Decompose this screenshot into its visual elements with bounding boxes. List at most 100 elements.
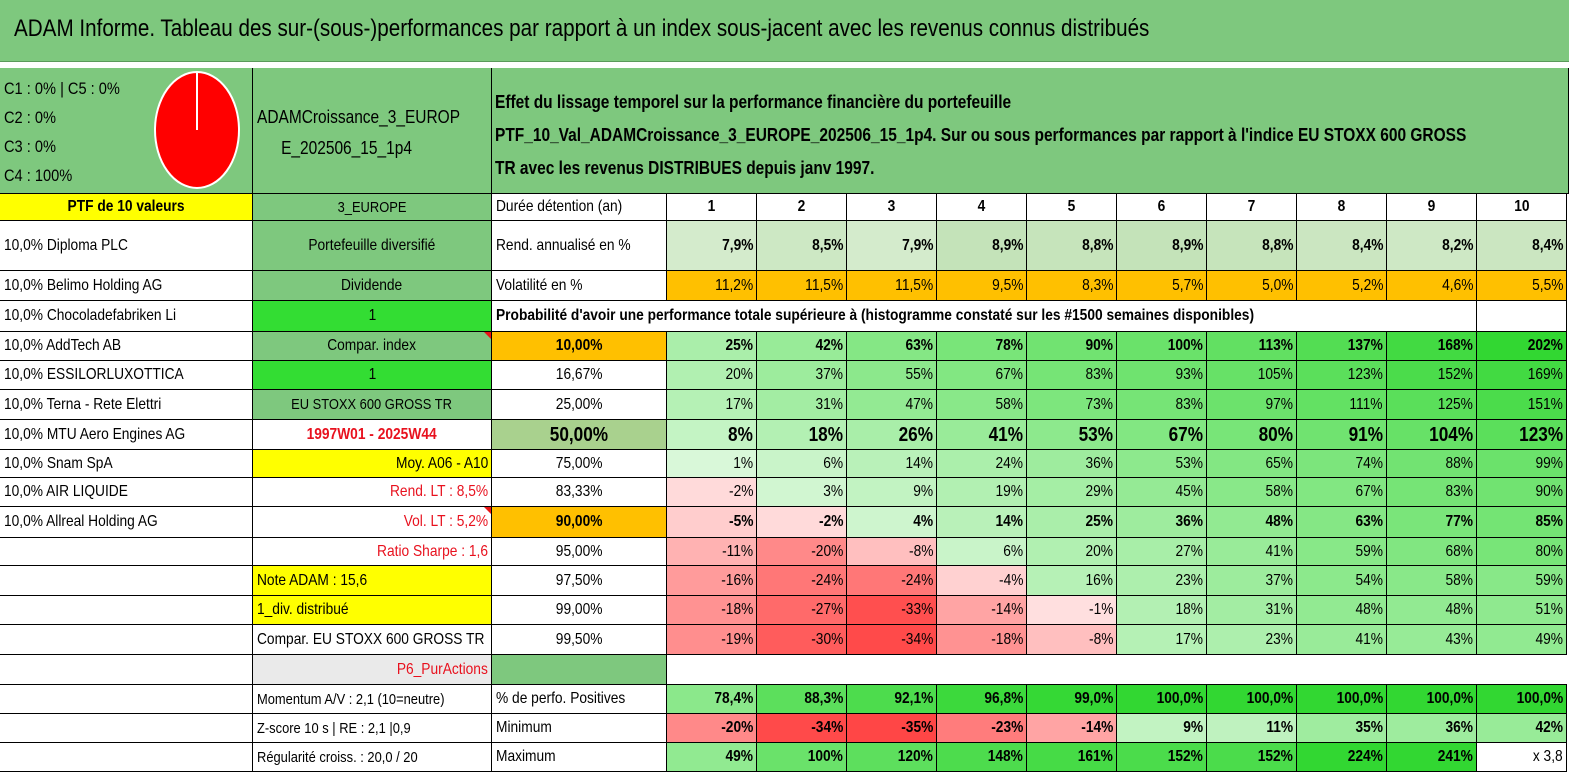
empty-cell <box>0 596 253 625</box>
year-header-text: 1 <box>707 198 716 215</box>
prob-value: 31% <box>757 390 847 420</box>
pos-value-text: 96,8% <box>983 690 1023 707</box>
empty-cell <box>0 625 253 655</box>
info-cell-text: Note ADAM : 15,6 <box>257 571 368 589</box>
prob-value-text: 9% <box>913 483 933 500</box>
info-cell: 3_EUROPE <box>253 194 492 221</box>
info-cell: 1 <box>253 301 492 332</box>
prob-value: 93% <box>1117 361 1207 390</box>
info-cell-text: Régularité croiss. : 20,0 / 20 <box>257 748 418 766</box>
min-label-text: Minimum <box>496 719 552 736</box>
prob-threshold-text: 99,00% <box>555 601 603 618</box>
prob-value: -8% <box>1027 625 1117 655</box>
prob-value: 68% <box>1387 538 1477 566</box>
prob-value-text: -8% <box>908 542 933 560</box>
prob-value-text: 25% <box>725 337 753 354</box>
vol-value: 4,6% <box>1387 271 1477 301</box>
rend-value: 8,2% <box>1387 221 1477 271</box>
pie-legend-item: C1 : 0% | C5 : 0% <box>4 79 120 98</box>
prob-value-text: 36% <box>1085 454 1113 472</box>
prob-value-text: 27% <box>1175 542 1203 560</box>
info-cell-text: Compar. index <box>327 337 417 354</box>
holding-row-text: 10,0% Allreal Holding AG <box>4 513 158 530</box>
prob-value-text: 123% <box>1519 423 1563 446</box>
vol-value-text: 5,7% <box>1171 276 1203 294</box>
prob-value: -24% <box>847 566 937 596</box>
max-value-text: 49% <box>725 748 753 765</box>
rend-value: 8,9% <box>1117 221 1207 271</box>
info-cell-text: Ratio Sharpe : 1,6 <box>377 542 488 560</box>
prob-value: 43% <box>1387 625 1477 655</box>
prob-value: 14% <box>937 507 1027 538</box>
prob-value-text: 65% <box>1265 454 1293 472</box>
holding-row: 10,0% AIR LIQUIDE <box>0 478 253 507</box>
pos-value-text: 100,0% <box>1516 690 1563 707</box>
holding-row-text: 10,0% Belimo Holding AG <box>4 276 163 294</box>
empty-cell <box>0 655 253 685</box>
prob-value: 104% <box>1387 420 1477 450</box>
max-value-text: 224% <box>1347 748 1383 765</box>
prob-value: 63% <box>847 332 937 361</box>
prob-value: -2% <box>667 478 757 507</box>
prob-value-text: 85% <box>1535 513 1563 530</box>
prob-value-text: 58% <box>1445 571 1473 589</box>
prob-value-text: 55% <box>905 366 933 383</box>
pos-value: 100,0% <box>1207 685 1297 714</box>
prob-threshold: 75,00% <box>492 450 667 478</box>
prob-value: 23% <box>1207 625 1297 655</box>
max-value-text: 100% <box>807 748 843 765</box>
prob-value-text: 91% <box>1348 423 1383 446</box>
prob-threshold-text: 99,50% <box>555 630 603 648</box>
year-header-text: 5 <box>1067 198 1076 215</box>
prob-value: 54% <box>1297 566 1387 596</box>
prob-value-text: 111% <box>1349 395 1383 413</box>
prob-value: 1% <box>667 450 757 478</box>
holding-row: 10,0% Snam SpA <box>0 450 253 478</box>
prob-value-text: 20% <box>1085 542 1113 560</box>
empty-cell <box>0 714 253 743</box>
prob-value: 105% <box>1207 361 1297 390</box>
pos-value: 99,0% <box>1027 685 1117 714</box>
prob-value-text: 23% <box>1265 630 1293 648</box>
max-value: 152% <box>1117 743 1207 772</box>
prob-threshold: 99,00% <box>492 596 667 625</box>
rend-value-text: 8,5% <box>811 236 843 254</box>
prob-value-text: 78% <box>995 337 1023 354</box>
prob-value: 41% <box>937 420 1027 450</box>
prob-value: 25% <box>667 332 757 361</box>
prob-value-text: -2% <box>818 513 843 530</box>
holding-row: 10,0% Allreal Holding AG <box>0 507 253 538</box>
vol-value-text: 11,5% <box>804 276 843 294</box>
pos-value-text: 100,0% <box>1426 690 1473 707</box>
prob-value-text: -16% <box>720 571 753 589</box>
prob-value: -8% <box>847 538 937 566</box>
info-cell-text: 1_div. distribué <box>257 601 349 618</box>
year-header: 6 <box>1117 194 1207 221</box>
rend-value: 8,5% <box>757 221 847 271</box>
pie-chart <box>154 71 240 189</box>
prob-value-text: 48% <box>1445 601 1473 618</box>
prob-threshold: 83,33% <box>492 478 667 507</box>
info-cell-text: 1 <box>368 366 376 383</box>
prob-value: 88% <box>1387 450 1477 478</box>
holdings-header: PTF de 10 valeurs <box>0 194 253 221</box>
year-header: 9 <box>1387 194 1477 221</box>
prob-threshold-text: 83,33% <box>555 483 603 500</box>
prob-value-text: 67% <box>1168 423 1203 446</box>
holdings-header-text: PTF de 10 valeurs <box>67 198 185 215</box>
prob-value-text: 90% <box>1085 337 1113 354</box>
vol-value-text: 4,6% <box>1441 276 1473 294</box>
min-value-text: -35% <box>900 719 933 736</box>
prob-value-text: 53% <box>1175 454 1203 472</box>
min-value-text: -23% <box>990 719 1023 736</box>
max-value-text: 148% <box>987 748 1023 765</box>
holding-row-text: 10,0% AIR LIQUIDE <box>4 483 128 500</box>
prob-value: 51% <box>1477 596 1567 625</box>
prob-value-text: 93% <box>1175 366 1203 383</box>
empty-cell <box>492 655 667 685</box>
duration-label: Durée détention (an) <box>492 194 667 221</box>
prob-value-text: 48% <box>1265 513 1293 530</box>
prob-value: 26% <box>847 420 937 450</box>
vol-value-text: 11,2% <box>714 276 753 294</box>
prob-value: 58% <box>1207 478 1297 507</box>
